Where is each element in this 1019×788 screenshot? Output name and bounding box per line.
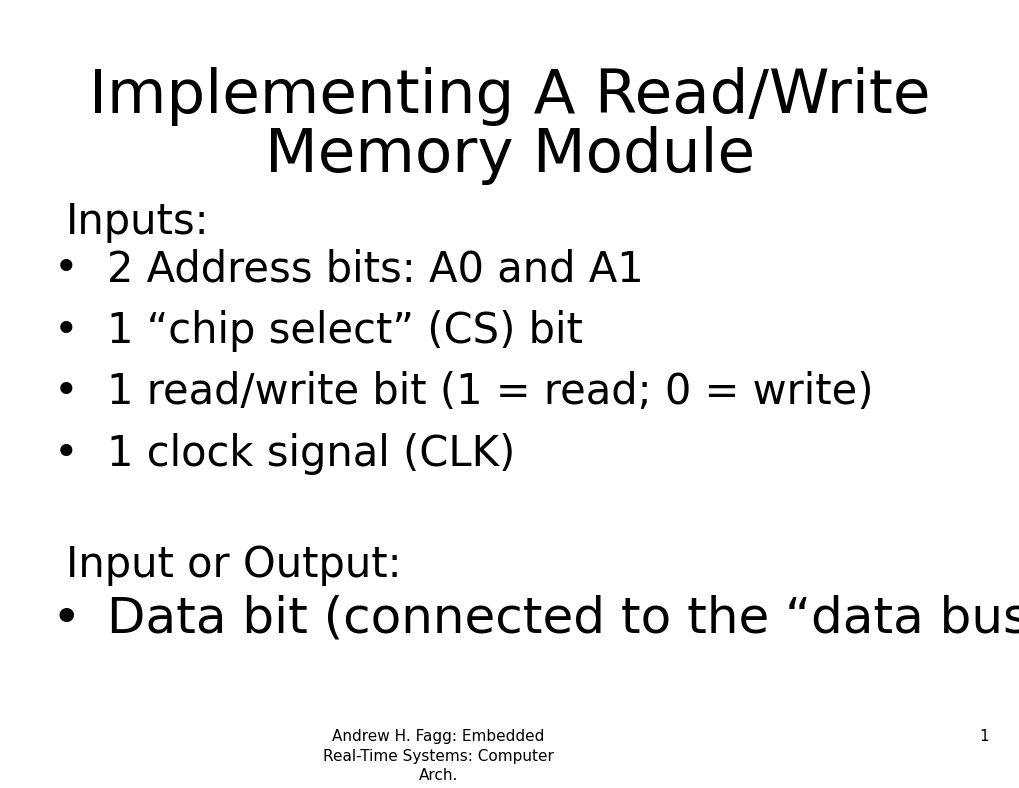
Text: •: •	[54, 248, 78, 290]
Text: Andrew H. Fagg: Embedded
Real-Time Systems: Computer
Arch.: Andrew H. Fagg: Embedded Real-Time Syste…	[323, 729, 553, 783]
Text: 2 Address bits: A0 and A1: 2 Address bits: A0 and A1	[107, 248, 643, 290]
Text: Implementing A Read/Write: Implementing A Read/Write	[89, 67, 930, 126]
Text: •: •	[54, 371, 78, 413]
Text: Data bit (connected to the “data bus”): Data bit (connected to the “data bus”)	[107, 595, 1019, 643]
Text: 1 “chip select” (CS) bit: 1 “chip select” (CS) bit	[107, 310, 583, 351]
Text: Inputs:: Inputs:	[66, 201, 210, 243]
Text: •: •	[54, 310, 78, 351]
Text: Input or Output:: Input or Output:	[66, 544, 401, 585]
Text: •: •	[52, 595, 81, 643]
Text: 1 clock signal (CLK): 1 clock signal (CLK)	[107, 433, 515, 474]
Text: Memory Module: Memory Module	[265, 126, 754, 185]
Text: 1: 1	[979, 729, 988, 744]
Text: 1 read/write bit (1 = read; 0 = write): 1 read/write bit (1 = read; 0 = write)	[107, 371, 872, 413]
Text: •: •	[54, 433, 78, 474]
